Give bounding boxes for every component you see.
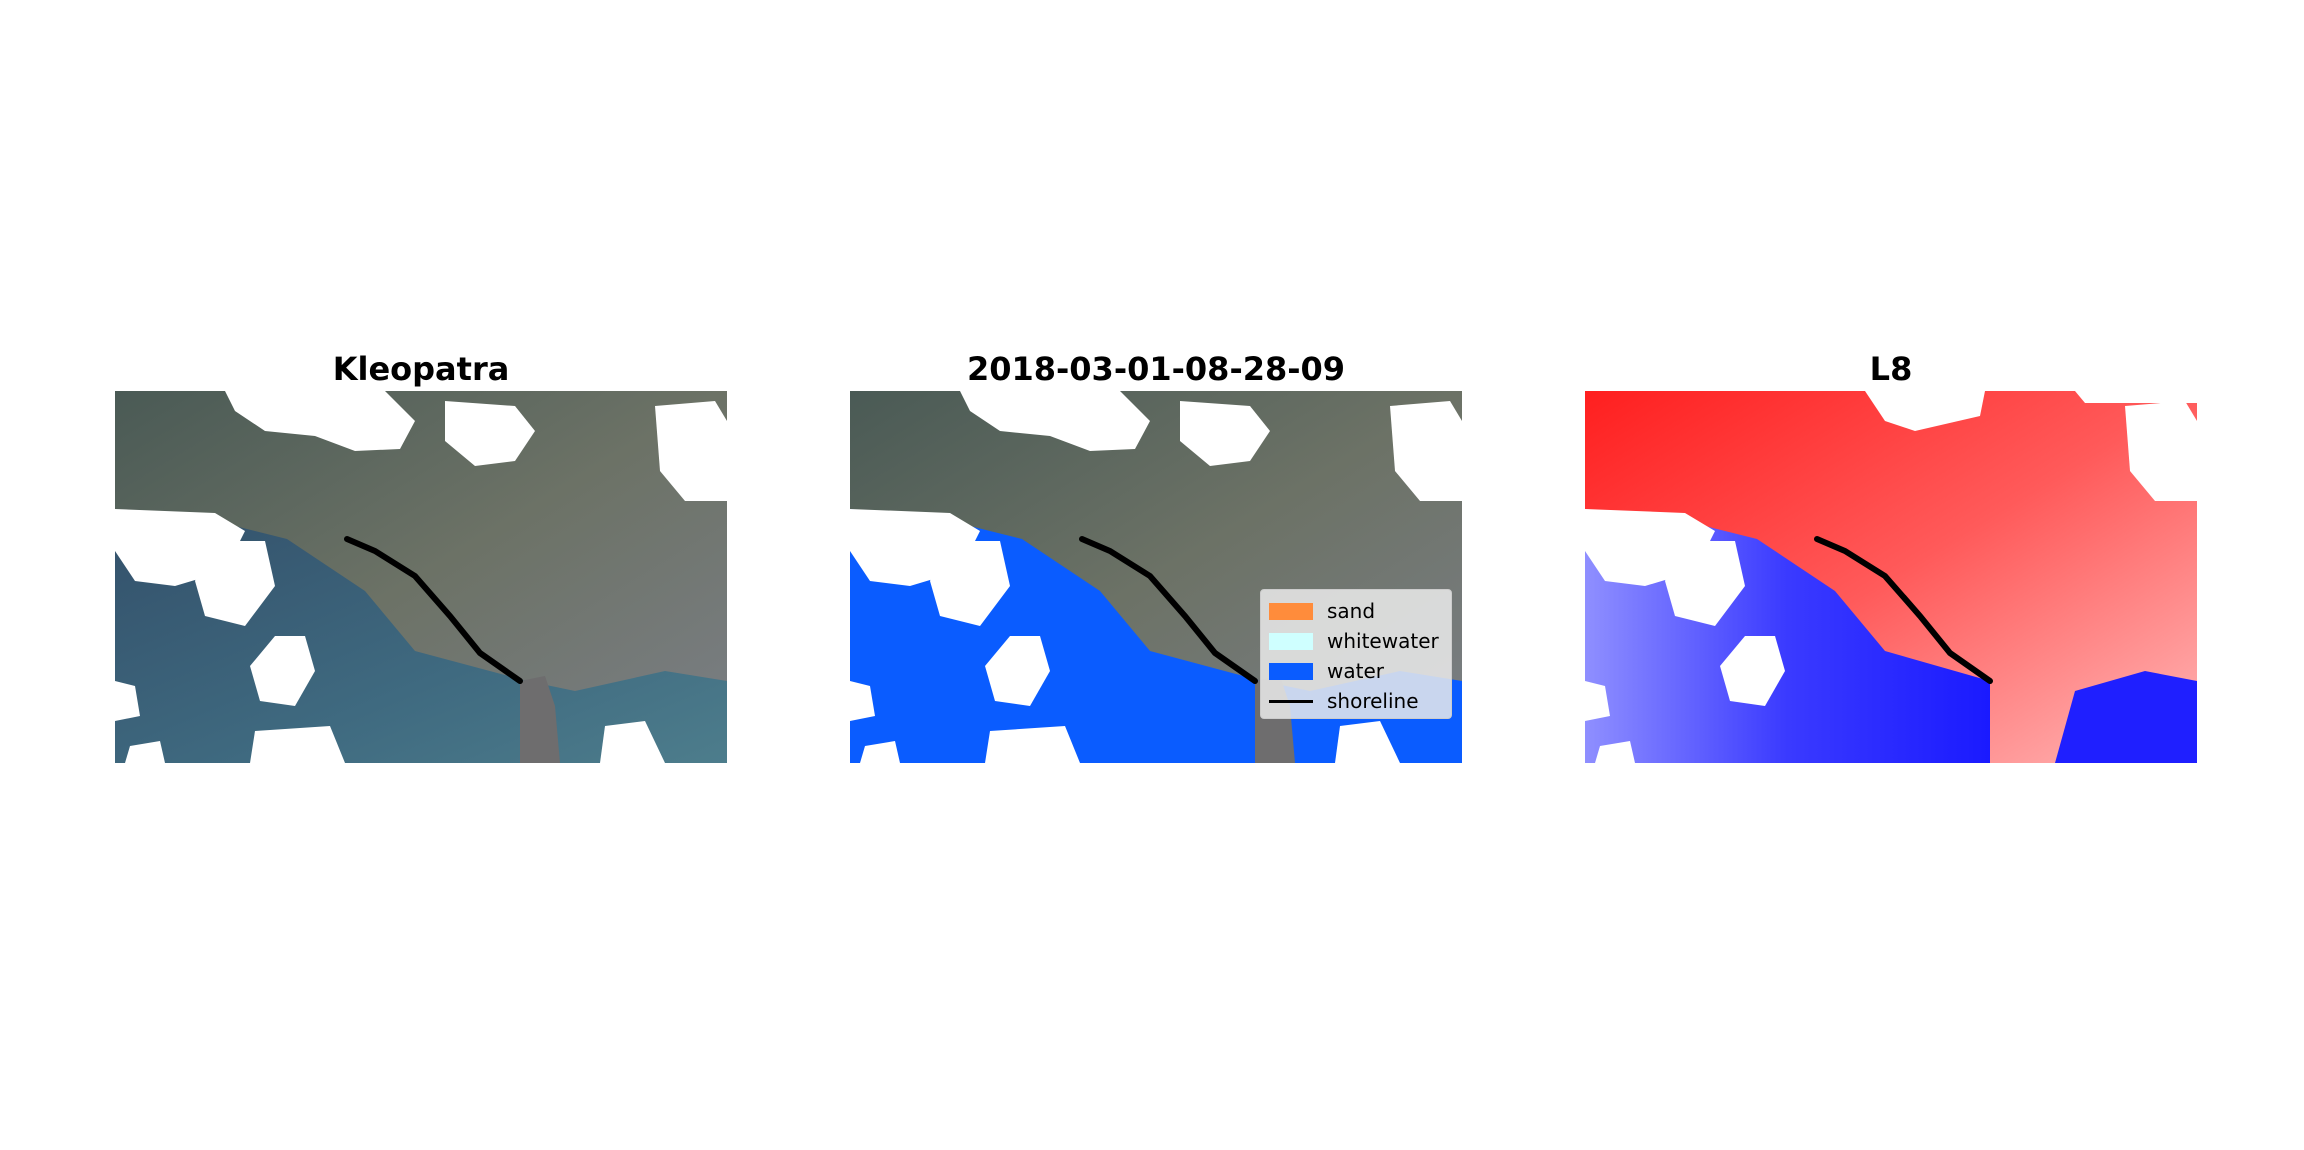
panel-title: L8 [1869,350,1913,388]
shoreline-line-symbol [1269,699,1313,703]
rgb-satellite-image [115,391,727,763]
classified-image: sand whitewater water shoreline [850,391,1462,763]
classification-legend: sand whitewater water shoreline [1260,589,1452,719]
whitewater-swatch [1269,632,1313,650]
legend-label: whitewater [1327,629,1439,653]
legend-item-water: water [1269,656,1443,686]
rgb-panel: Kleopatra [115,347,727,763]
legend-item-sand: sand [1269,596,1443,626]
legend-item-shoreline: shoreline [1269,686,1443,716]
water-index-image [1585,391,2197,763]
legend-item-whitewater: whitewater [1269,626,1443,656]
panel-title: 2018-03-01-08-28-09 [966,350,1346,388]
water-swatch [1269,662,1313,680]
panel-title: Kleopatra [332,350,510,388]
legend-label: sand [1327,599,1376,623]
sand-swatch [1269,602,1313,620]
legend-label: shoreline [1327,689,1419,713]
legend-label: water [1327,659,1384,683]
index-panel: L8 [1585,347,2197,763]
classification-panel: 2018-03-01-08-28-09 [850,347,1462,763]
